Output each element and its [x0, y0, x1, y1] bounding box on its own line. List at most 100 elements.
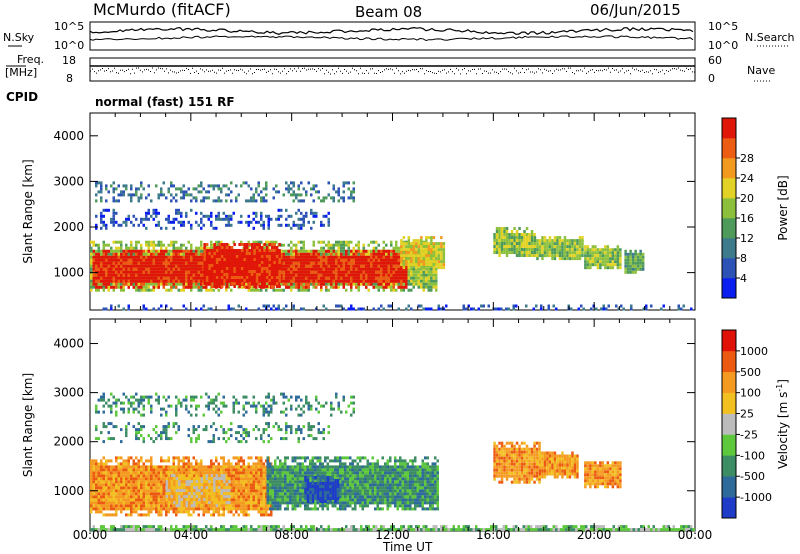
data-cell	[578, 242, 582, 246]
data-cell	[172, 217, 175, 221]
data-cell	[162, 249, 165, 253]
data-cell	[157, 196, 160, 200]
data-cell	[228, 273, 231, 276]
data-cell	[340, 258, 343, 262]
data-cell	[520, 254, 524, 257]
data-cell	[317, 282, 320, 286]
data-cell	[280, 249, 283, 253]
data-cell	[297, 270, 300, 274]
data-cell	[172, 243, 175, 247]
data-cell	[437, 251, 441, 255]
data-cell	[180, 261, 183, 265]
data-cell	[525, 227, 529, 230]
data-cell	[280, 279, 283, 283]
data-cell	[105, 307, 108, 311]
data-cell	[591, 260, 595, 264]
data-cell	[395, 258, 398, 262]
data-cell	[402, 260, 406, 264]
data-cell	[213, 285, 216, 288]
data-cell	[417, 270, 420, 274]
data-cell	[355, 261, 358, 265]
data-cell	[127, 246, 130, 250]
data-cell	[422, 267, 425, 271]
data-cell	[182, 196, 185, 200]
data-cell	[342, 270, 345, 274]
data-cell	[508, 248, 511, 251]
data-cell	[362, 255, 365, 259]
data-cell	[395, 246, 398, 250]
data-cell	[415, 239, 418, 243]
data-cell	[285, 285, 288, 289]
data-cell	[210, 243, 213, 247]
data-cell	[395, 264, 398, 268]
data-cell	[160, 273, 163, 277]
data-cell	[187, 273, 190, 277]
data-cell	[432, 267, 435, 271]
data-cell	[105, 184, 108, 188]
data-cell	[255, 288, 258, 292]
data-cell	[187, 264, 190, 268]
data-cell	[155, 264, 158, 268]
data-cell	[167, 252, 170, 256]
data-cell	[220, 261, 224, 264]
data-cell	[322, 255, 325, 259]
data-cell	[417, 279, 420, 283]
data-cell	[390, 270, 393, 274]
data-cell	[335, 255, 338, 259]
data-cell	[407, 248, 411, 252]
data-cell	[250, 255, 254, 258]
data-cell	[493, 239, 496, 242]
data-cell	[548, 239, 552, 243]
data-cell	[352, 249, 355, 253]
data-cell	[182, 273, 185, 277]
data-cell	[327, 220, 330, 224]
data-cell	[215, 258, 219, 261]
data-cell	[616, 263, 620, 267]
data-cell	[225, 279, 229, 282]
data-cell	[160, 226, 163, 230]
data-cell	[107, 279, 110, 283]
data-cell	[422, 248, 426, 252]
data-cell	[525, 236, 529, 239]
data-cell	[365, 258, 368, 262]
data-cell	[435, 288, 438, 292]
data-cell	[232, 307, 235, 311]
data-cell	[300, 217, 303, 221]
data-cell	[347, 273, 350, 277]
data-cell	[235, 196, 238, 200]
data-cell	[392, 282, 395, 286]
data-cell	[92, 285, 95, 289]
data-cell	[300, 279, 303, 283]
data-cell	[290, 181, 293, 185]
data-cell	[558, 239, 562, 243]
data-cell	[235, 264, 239, 267]
data-cell	[345, 288, 348, 292]
data-cell	[228, 252, 231, 255]
data-cell	[210, 240, 213, 244]
data-cell	[422, 242, 426, 246]
data-cell	[112, 276, 115, 280]
data-cell	[165, 249, 168, 253]
data-cell	[302, 267, 305, 271]
data-cell	[405, 270, 408, 274]
data-cell	[380, 261, 383, 265]
data-cell	[277, 288, 280, 292]
data-cell	[208, 264, 211, 267]
data-cell	[100, 267, 103, 271]
data-cell	[233, 285, 236, 288]
data-cell	[360, 267, 363, 271]
data-cell	[233, 261, 236, 264]
data-cell	[177, 249, 180, 253]
data-cell	[248, 282, 251, 285]
data-cell	[503, 239, 506, 242]
data-cell	[382, 276, 385, 280]
data-cell	[417, 254, 421, 258]
data-cell	[513, 236, 516, 239]
data-cell	[350, 270, 353, 274]
data-cell	[581, 236, 584, 240]
data-cell	[350, 252, 353, 256]
data-cell	[218, 285, 221, 288]
data-cell	[505, 230, 509, 233]
power-data-layer	[90, 181, 693, 311]
data-cell	[210, 252, 214, 255]
